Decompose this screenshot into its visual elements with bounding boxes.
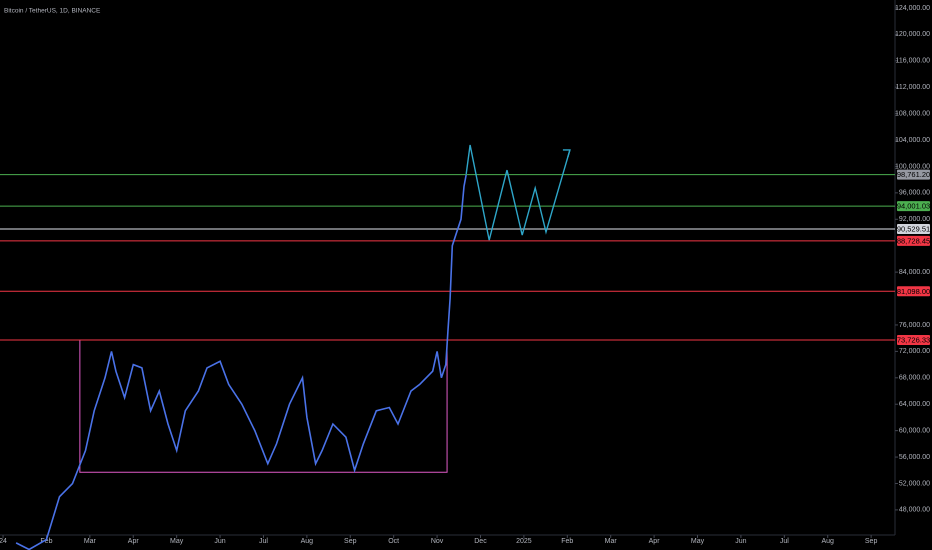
projection-line bbox=[465, 144, 571, 241]
y-tick-label: 84,000.00 bbox=[899, 269, 930, 276]
level-label: 73,726.33 bbox=[897, 335, 930, 344]
x-tick-label: Feb bbox=[561, 538, 573, 545]
level-label: 98,761.20 bbox=[897, 170, 930, 179]
x-tick-label: Mar bbox=[605, 538, 618, 545]
y-tick-label: 64,000.00 bbox=[899, 401, 930, 408]
level-tag bbox=[897, 235, 930, 246]
x-tick-label: 24 bbox=[0, 538, 7, 545]
y-tick-label: 120,000.00 bbox=[895, 31, 930, 38]
y-tick-label: 92,000.00 bbox=[899, 216, 930, 223]
y-tick-label: 100,000.00 bbox=[895, 163, 930, 170]
level-tag bbox=[897, 286, 930, 297]
x-tick-label: Aug bbox=[821, 538, 834, 545]
x-tick-label: Dec bbox=[474, 538, 487, 545]
x-tick-label: Jun bbox=[735, 538, 746, 545]
y-tick-label: 60,000.00 bbox=[899, 427, 930, 434]
level-tag bbox=[897, 201, 930, 212]
level-label: 94,001.03 bbox=[897, 202, 930, 211]
arrow-head bbox=[562, 149, 571, 158]
y-tick-label: 48,000.00 bbox=[899, 507, 930, 514]
y-tick-label: 72,000.00 bbox=[899, 348, 930, 355]
x-tick-label: Jun bbox=[214, 538, 225, 545]
x-tick-label: Sep bbox=[865, 538, 878, 545]
level-tag bbox=[897, 334, 930, 345]
level-tag bbox=[897, 223, 930, 234]
x-tick-label: Feb bbox=[40, 538, 52, 545]
y-tick-label: 112,000.00 bbox=[895, 84, 930, 91]
price-line bbox=[15, 174, 467, 550]
x-tick-label: Aug bbox=[301, 538, 314, 545]
y-tick-label: 68,000.00 bbox=[899, 375, 930, 382]
x-tick-label: Apr bbox=[128, 538, 140, 545]
level-label: 81,098.00 bbox=[897, 287, 930, 296]
x-tick-label: May bbox=[170, 538, 184, 545]
level-label: 90,529.51 bbox=[897, 224, 930, 233]
x-tick-label: Oct bbox=[388, 538, 399, 545]
y-tick-label: 76,000.00 bbox=[899, 322, 930, 329]
x-tick-label: 2025 bbox=[516, 538, 532, 545]
y-tick-label: 96,000.00 bbox=[899, 190, 930, 197]
x-tick-label: Mar bbox=[84, 538, 97, 545]
x-tick-label: Sep bbox=[344, 538, 357, 545]
chart-title: Bitcoin / TetherUS, 1D, BINANCE bbox=[4, 8, 101, 15]
y-tick-label: 116,000.00 bbox=[895, 58, 930, 65]
x-tick-label: Jul bbox=[780, 538, 789, 545]
x-tick-label: Jul bbox=[259, 538, 268, 545]
level-tag bbox=[897, 169, 930, 180]
y-tick-label: 104,000.00 bbox=[895, 137, 930, 144]
x-tick-label: May bbox=[691, 538, 705, 545]
y-tick-label: 56,000.00 bbox=[899, 454, 930, 461]
x-tick-label: Nov bbox=[431, 538, 444, 545]
x-tick-label: Apr bbox=[649, 538, 661, 545]
y-tick-label: 108,000.00 bbox=[895, 110, 930, 117]
level-label: 88,728.45 bbox=[897, 236, 930, 245]
y-tick-label: 124,000.00 bbox=[895, 5, 930, 12]
y-tick-label: 52,000.00 bbox=[899, 480, 930, 487]
